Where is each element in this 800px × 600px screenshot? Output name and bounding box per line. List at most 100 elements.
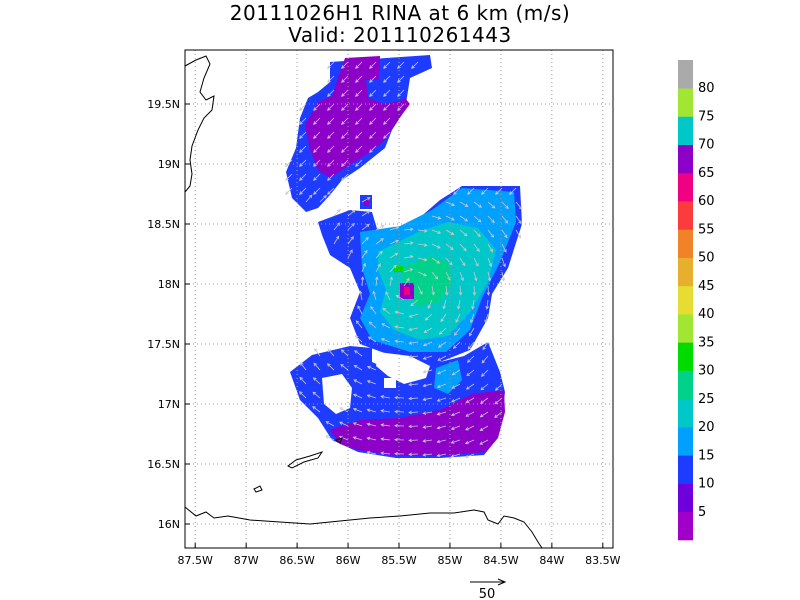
wind-arrow	[459, 271, 464, 281]
wind-arrow	[367, 409, 377, 413]
wind-arrowhead	[325, 421, 330, 425]
wind-arrowhead	[327, 121, 331, 125]
colorbar-swatch	[678, 483, 693, 513]
field-gap-small	[384, 378, 396, 388]
wind-arrowhead	[339, 421, 343, 425]
wind-arrowhead	[480, 373, 485, 377]
wind-arrowhead	[313, 177, 317, 181]
wind-arrow	[367, 437, 377, 441]
wind-arrowhead	[379, 250, 383, 255]
wind-arrowhead	[449, 261, 453, 266]
wind-arrow	[445, 215, 455, 221]
wind-arrowhead	[505, 205, 509, 210]
wind-arrowhead	[408, 410, 412, 415]
colorbar-label: 40	[698, 307, 715, 322]
wind-arrow	[451, 425, 461, 430]
wind-arrowhead	[383, 65, 387, 69]
wind-arrowhead	[436, 453, 441, 458]
wind-arrow	[369, 117, 377, 125]
wind-arrow	[341, 89, 349, 97]
wind-arrowhead	[453, 191, 457, 195]
wind-arrow	[341, 103, 349, 111]
lat-tick-label: 19N	[158, 158, 180, 171]
wind-arrowhead	[341, 177, 345, 181]
wind-arrow	[403, 268, 413, 273]
wind-arrowhead	[451, 399, 455, 403]
colorbar-label: 50	[698, 251, 715, 266]
wind-arrow	[341, 75, 349, 83]
wind-arrow	[417, 285, 423, 295]
wind-arrow	[459, 257, 466, 266]
wind-arrowhead	[444, 292, 449, 296]
wind-arrowhead	[380, 395, 385, 399]
vector-key-label: 50	[479, 587, 496, 600]
wind-arrow	[417, 257, 427, 261]
wind-arrowhead	[341, 107, 345, 111]
latitude-axis: 19.5N 19N 18.5N 18N 17.5N 17N 16.5N 16N	[147, 98, 190, 531]
wind-arrow	[339, 436, 349, 441]
wind-arrowhead	[495, 191, 499, 195]
wind-arrow	[355, 117, 363, 125]
wind-arrowhead	[300, 362, 304, 366]
wind-arrowhead	[312, 391, 317, 396]
wind-arrow	[482, 341, 489, 350]
wind-arrowhead	[382, 307, 387, 312]
wind-arrow	[427, 299, 433, 309]
wind-arrow	[313, 103, 321, 111]
wind-arrowhead	[298, 391, 303, 395]
wind-arrow	[417, 229, 427, 232]
wind-arrow	[423, 369, 433, 373]
wind-arrow	[423, 341, 433, 346]
wind-arrowhead	[410, 302, 414, 307]
wind-arrow	[473, 285, 475, 296]
wind-arrow	[347, 236, 354, 245]
wind-arrow	[409, 355, 419, 358]
wind-arrowhead	[460, 277, 464, 282]
wind-arrow	[383, 89, 391, 97]
wind-arrow	[383, 75, 391, 83]
wind-arrow	[487, 257, 492, 267]
wind-arrowhead	[494, 387, 499, 391]
wind-arrowhead	[355, 121, 359, 125]
wind-arrowhead	[337, 208, 341, 213]
wind-arrowhead	[326, 363, 331, 367]
wind-arrow	[431, 285, 435, 295]
wind-arrow	[356, 320, 363, 329]
wind-arrow	[451, 397, 461, 403]
colorbar-label: 80	[698, 81, 715, 96]
wind-arrow	[453, 187, 461, 195]
wind-arrow	[459, 215, 468, 222]
lat-lon-grid	[185, 50, 613, 548]
wind-arrow	[487, 215, 495, 223]
wind-arrow	[369, 145, 377, 153]
wind-arrow	[381, 410, 391, 413]
wind-arrowhead	[486, 292, 491, 296]
colorbar-swatch	[678, 342, 693, 371]
wind-arrow	[443, 299, 447, 309]
wind-arrow	[299, 377, 307, 385]
wind-arrowhead	[437, 371, 441, 375]
wind-arrowhead	[422, 425, 427, 429]
wind-vectors	[285, 61, 523, 459]
wind-arrowhead	[383, 107, 387, 111]
wind-arrowhead	[327, 348, 332, 353]
wind-arrowhead	[349, 249, 353, 254]
honduras-coastline	[185, 506, 543, 548]
wind-arrow	[341, 61, 349, 69]
longitude-axis: 87.5W 87W 86.5W 86W 85.5W 85W 84.5W 84W 83.5W	[178, 543, 621, 567]
wind-arrow	[327, 131, 335, 139]
wind-arrow	[313, 363, 321, 371]
wind-arrow	[389, 265, 397, 273]
wind-arrow	[375, 238, 384, 245]
wind-arrowhead	[491, 205, 496, 209]
wind-arrow	[347, 209, 356, 217]
map-title-line1: 20111026H1 RINA at 6 km (m/s)	[229, 1, 571, 25]
wind-arrowhead	[341, 135, 345, 139]
wind-arrowhead	[380, 437, 385, 441]
wind-arrow	[451, 439, 461, 444]
wind-arrowhead	[383, 121, 387, 125]
colorbar-label: 60	[698, 194, 715, 209]
wind-arrowhead	[408, 438, 412, 443]
wind-arrow	[361, 276, 364, 287]
wind-arrowhead	[463, 247, 467, 252]
